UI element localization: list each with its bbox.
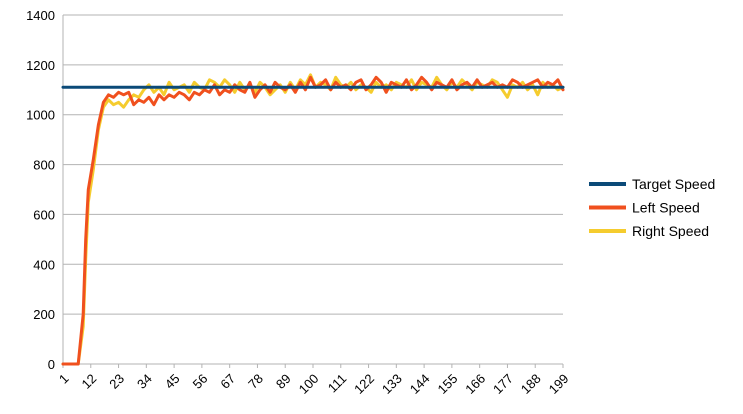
legend: Target Speed Left Speed Right Speed bbox=[589, 176, 715, 239]
legend-label: Right Speed bbox=[632, 223, 709, 239]
y-tick-label: 1200 bbox=[26, 58, 55, 73]
y-tick-label: 600 bbox=[33, 207, 55, 222]
y-tick-label: 1000 bbox=[26, 108, 55, 123]
y-tick-label: 0 bbox=[48, 357, 55, 372]
y-tick-label: 400 bbox=[33, 257, 55, 272]
legend-label: Left Speed bbox=[632, 200, 700, 216]
legend-label: Target Speed bbox=[632, 176, 715, 192]
series-line-left-speed bbox=[61, 75, 565, 366]
y-tick-label: 800 bbox=[33, 158, 55, 173]
y-tick-label: 1400 bbox=[26, 8, 55, 23]
series-lines bbox=[61, 73, 565, 366]
y-tick-label: 200 bbox=[33, 307, 55, 322]
